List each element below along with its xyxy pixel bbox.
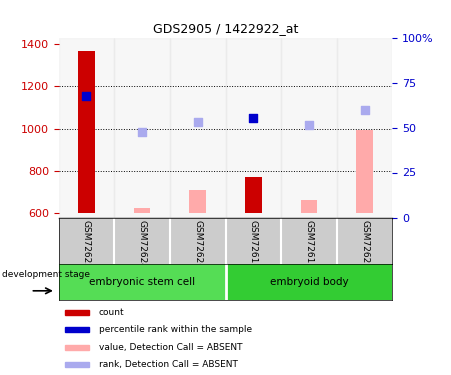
- Bar: [337, 38, 392, 218]
- Text: GSM72618: GSM72618: [304, 220, 313, 269]
- Bar: [356, 130, 373, 213]
- Bar: [133, 208, 151, 213]
- Bar: [78, 51, 95, 213]
- Text: value, Detection Call = ABSENT: value, Detection Call = ABSENT: [99, 342, 242, 351]
- Title: GDS2905 / 1422922_at: GDS2905 / 1422922_at: [153, 22, 298, 35]
- Text: GSM72616: GSM72616: [249, 220, 258, 269]
- Bar: [65, 362, 89, 367]
- Bar: [226, 264, 392, 300]
- Point: [138, 129, 146, 135]
- Point: [305, 122, 313, 128]
- Bar: [300, 200, 318, 213]
- Bar: [59, 264, 226, 300]
- Bar: [245, 177, 262, 213]
- Bar: [170, 38, 226, 218]
- Bar: [281, 38, 337, 218]
- Bar: [226, 38, 281, 218]
- Bar: [114, 38, 170, 218]
- Text: percentile rank within the sample: percentile rank within the sample: [99, 326, 252, 334]
- Bar: [65, 310, 89, 315]
- Text: embryonic stem cell: embryonic stem cell: [89, 277, 195, 287]
- Text: count: count: [99, 308, 124, 317]
- Point: [194, 119, 201, 125]
- Text: development stage: development stage: [2, 270, 90, 279]
- Text: GSM72621: GSM72621: [360, 220, 369, 269]
- Text: GSM72626: GSM72626: [193, 220, 202, 269]
- Bar: [65, 327, 89, 332]
- Text: GSM72622: GSM72622: [82, 220, 91, 269]
- Text: GSM72624: GSM72624: [138, 220, 147, 269]
- Bar: [65, 345, 89, 350]
- Point: [83, 93, 90, 99]
- Text: embryoid body: embryoid body: [270, 277, 348, 287]
- Point: [250, 115, 257, 121]
- Bar: [189, 190, 206, 213]
- Bar: [59, 38, 114, 218]
- Text: rank, Detection Call = ABSENT: rank, Detection Call = ABSENT: [99, 360, 238, 369]
- Point: [361, 106, 368, 112]
